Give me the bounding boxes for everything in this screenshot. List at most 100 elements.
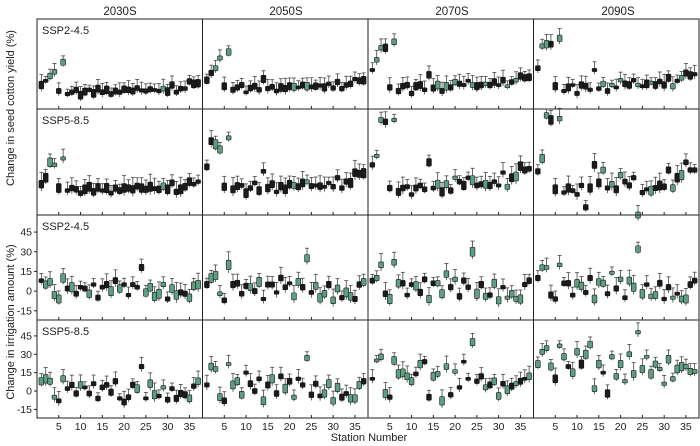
box-body [260,297,267,301]
box-body [526,372,532,381]
box-body [260,75,267,83]
box-station-22 [461,75,467,90]
box-body [652,81,659,89]
box-body [217,291,223,296]
box-station-28 [652,356,659,369]
box-station-2 [43,75,49,84]
box-station-37 [195,174,201,186]
box-station-15 [596,82,602,92]
box-body [182,182,188,191]
box-station-27 [648,365,654,380]
box-body [221,397,227,405]
box-station-17 [604,284,611,299]
scenario-label-row1: SSP5-8.5 [42,115,89,127]
box-station-17 [108,87,114,98]
box-body [395,87,402,95]
box-body [635,245,641,253]
box-station-5 [221,293,227,305]
box-station-11 [413,366,419,378]
box-station-25 [474,373,480,386]
box-station-13 [587,176,593,196]
box-body [578,281,585,290]
box-body [626,182,633,189]
box-body [304,254,310,263]
box-station-31 [500,69,506,87]
box-body [565,364,572,369]
box-body [265,183,271,193]
box-body [125,293,132,298]
y-tick-label: 15 [20,367,32,379]
panel-r2-c3 [533,214,700,321]
box-station-29 [160,178,167,192]
box-body [452,276,458,282]
box-station-9 [73,180,79,195]
box-station-18 [443,263,450,281]
box-body [121,282,127,287]
box-station-7 [64,181,71,196]
box-body [117,284,123,293]
box-station-36 [356,376,362,391]
y-tick-label: 45 [20,227,32,239]
panel-r1-c3 [533,107,700,221]
box-station-32 [173,85,180,97]
period-header-2090S: 2090S [601,6,635,18]
box-station-3 [212,361,219,374]
box-body [225,135,232,141]
box-station-4 [217,142,223,155]
panel-r0-c1 [202,18,369,110]
box-station-20 [286,373,293,387]
box-station-4 [382,282,389,300]
box-station-23 [134,381,140,394]
box-station-5 [221,391,227,407]
box-body [247,380,254,388]
box-body [90,282,97,287]
box-body [587,87,593,92]
x-tick-label: 10 [75,421,87,433]
box-station-31 [334,73,341,87]
box-station-1 [204,277,210,289]
box-body [434,371,441,377]
box-station-30 [330,81,336,92]
box-station-5 [387,289,393,306]
box-station-17 [604,384,611,400]
box-body [630,78,637,83]
box-body [347,80,354,87]
box-station-16 [103,375,110,390]
box-body [400,280,406,287]
box-body [583,204,589,211]
box-station-1 [38,74,45,92]
box-station-4 [51,284,58,302]
box-station-16 [103,178,110,195]
box-station-19 [448,80,454,92]
box-station-29 [160,379,167,392]
box-station-21 [622,73,628,90]
box-station-30 [495,288,502,308]
panel-r3-c0: SSP5-8.5 -15 0 15 30 45 5 10 15 20 25 30 35 [17,319,203,433]
box-body [38,80,45,90]
box-body [452,369,458,374]
box-station-35 [186,173,193,188]
box-station-25 [639,284,646,300]
box-body [369,376,376,381]
box-body [474,378,480,384]
box-body [238,183,245,188]
box-station-18 [609,266,615,277]
box-body [448,84,454,91]
box-body [670,83,676,90]
x-tick-label: 20 [449,421,461,433]
box-body [247,185,254,191]
box-body [670,376,676,382]
box-body [391,259,397,266]
box-station-34 [513,71,519,85]
box-station-31 [169,75,175,91]
box-body [626,81,633,89]
box-body [400,368,406,377]
box-station-3 [378,253,384,272]
box-station-23 [465,277,471,293]
x-tick-label: 15 [427,421,439,433]
box-body [369,162,376,168]
box-body [434,80,441,90]
box-body [334,175,341,181]
box-station-4 [217,386,223,404]
box-station-30 [164,291,171,304]
